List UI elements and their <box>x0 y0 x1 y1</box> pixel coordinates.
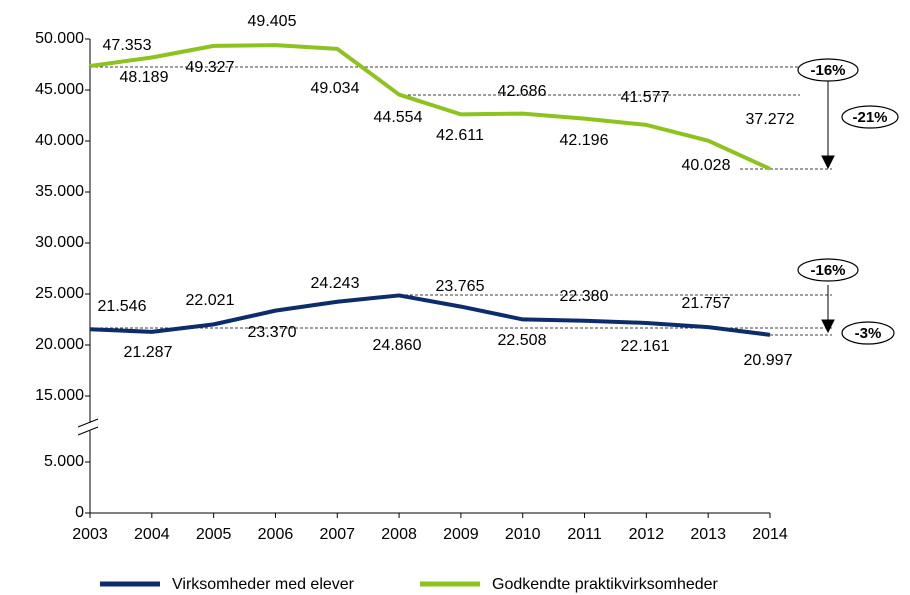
annotation-bubbles <box>797 58 899 345</box>
y-tick-label: 15.000 <box>35 387 84 404</box>
data-label: 49.405 <box>248 13 297 30</box>
data-label: 49.327 <box>186 59 235 76</box>
axis-break <box>77 426 99 436</box>
data-label: 21.546 <box>98 298 147 315</box>
data-label: 24.243 <box>311 275 360 292</box>
data-label: 23.765 <box>436 278 485 295</box>
legend-label: Godkendte praktikvirksomheder <box>492 576 719 593</box>
axis-break <box>77 418 99 428</box>
annotation: -16% <box>810 262 845 279</box>
y-tick-label: 45.000 <box>35 81 84 98</box>
x-tick-label: 2007 <box>319 526 355 543</box>
y-tick-label: 5.000 <box>44 453 84 470</box>
series-line <box>89 293 771 337</box>
annotation: -21% <box>852 109 887 126</box>
data-label: 42.611 <box>436 127 484 144</box>
y-tick-label: 20.000 <box>35 336 84 353</box>
x-tick-label: 2003 <box>72 526 108 543</box>
y-tick-label: 0 <box>75 504 84 521</box>
reference-lines <box>90 66 832 336</box>
x-tick-label: 2009 <box>443 526 479 543</box>
data-label: 42.686 <box>498 83 547 100</box>
data-label: 20.997 <box>744 352 793 369</box>
data-label: 22.508 <box>498 332 547 349</box>
data-label: 21.757 <box>682 295 731 312</box>
y-tick-label: 35.000 <box>35 183 84 200</box>
series-line <box>89 43 771 171</box>
y-tick-label: 30.000 <box>35 234 84 251</box>
x-tick-label: 2013 <box>690 526 726 543</box>
data-label: 44.554 <box>374 109 423 126</box>
data-label: 49.034 <box>311 80 360 97</box>
axis-break-gap <box>80 423 100 431</box>
x-tick-label: 2014 <box>752 526 788 543</box>
data-label: 47.353 <box>103 37 152 54</box>
x-tick-label: 2006 <box>258 526 294 543</box>
data-label: 41.577 <box>621 89 670 106</box>
y-tick-label: 40.000 <box>35 132 84 149</box>
x-tick-label: 2008 <box>381 526 417 543</box>
arrows <box>821 80 835 334</box>
data-label: 37.272 <box>746 111 795 128</box>
legend-label: Virksomheder med elever <box>172 576 355 593</box>
x-tick-label: 2010 <box>505 526 541 543</box>
data-label: 40.028 <box>682 157 731 174</box>
data-label: 21.287 <box>124 344 173 361</box>
x-tick-label: 2012 <box>629 526 665 543</box>
y-tick-label: 50.000 <box>35 30 84 47</box>
data-label: 48.189 <box>120 69 169 86</box>
annotation: -3% <box>855 325 882 342</box>
data-label: 22.021 <box>186 292 235 309</box>
x-tick-label: 2004 <box>134 526 170 543</box>
data-label: 42.196 <box>560 132 609 149</box>
x-tick-label: 2011 <box>567 526 602 543</box>
x-tick-label: 2005 <box>196 526 232 543</box>
data-label: 22.161 <box>621 338 670 355</box>
data-label: 23.370 <box>248 324 297 341</box>
annotation: -16% <box>810 62 845 79</box>
data-label: 22.380 <box>560 288 609 305</box>
y-tick-label: 25.000 <box>35 285 84 302</box>
data-label: 24.860 <box>373 337 422 354</box>
